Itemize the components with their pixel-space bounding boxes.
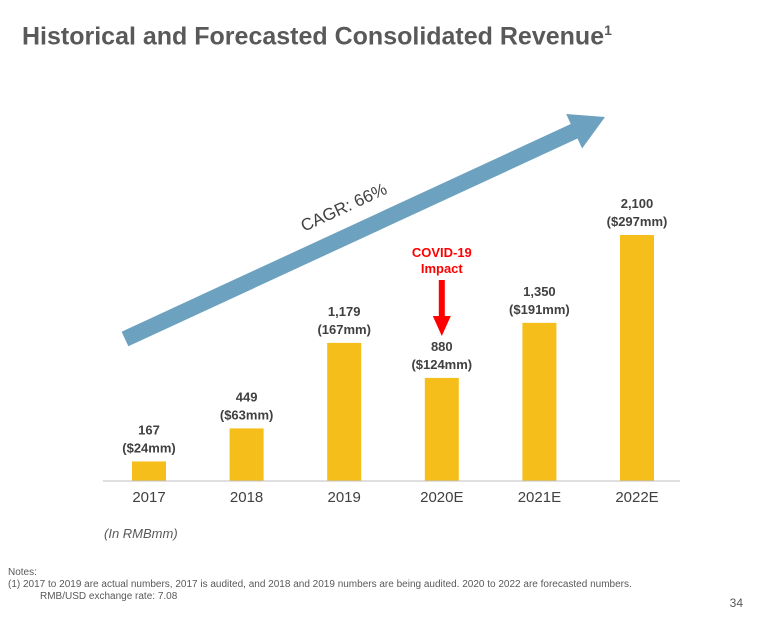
data-label-rmb: 167 (138, 422, 160, 437)
data-label-usd: ($63mm) (220, 407, 273, 422)
data-label-usd: ($124mm) (411, 357, 472, 372)
notes-heading: Notes: (8, 567, 37, 578)
bar-2020E (424, 377, 459, 481)
note-1-line-2: RMB/USD exchange rate: 7.08 (40, 591, 178, 602)
x-tick-label: 2020E (420, 489, 463, 506)
data-label-rmb: 880 (431, 339, 453, 354)
data-label-usd: ($297mm) (607, 214, 668, 229)
note-1-line-1: (1) 2017 to 2019 are actual numbers, 201… (8, 579, 632, 590)
bar-2022E (620, 235, 654, 481)
annotation-line-2: Impact (421, 261, 464, 276)
data-label-usd: ($191mm) (509, 302, 570, 317)
data-label-rmb: 1,179 (328, 304, 361, 319)
bar-2021E (522, 322, 557, 481)
data-label-usd: ($24mm) (122, 440, 175, 455)
annotation-line-1: COVID-19 (412, 245, 472, 260)
arrow-shape (121, 114, 605, 347)
annotation-arrow-shaft (438, 280, 445, 316)
x-tick-label: 2019 (328, 489, 361, 506)
page-title: Historical and Forecasted Consolidated R… (22, 22, 612, 51)
annotation-arrow-head (432, 316, 451, 336)
unit-label: (In RMBmm) (104, 526, 178, 541)
x-tick-label: 2021E (518, 489, 561, 506)
x-tick-label: 2018 (230, 489, 263, 506)
bar-2019 (327, 342, 362, 481)
bar-2018 (229, 428, 264, 481)
x-tick-label: 2022E (615, 489, 658, 506)
x-tick-label: 2017 (132, 489, 165, 506)
page-number: 34 (729, 596, 743, 610)
title-footnote-marker: 1 (604, 22, 612, 38)
data-label-rmb: 1,350 (523, 284, 556, 299)
data-label-usd: (167mm) (317, 322, 370, 337)
data-label-rmb: 2,100 (621, 196, 654, 211)
notes: Notes: (1) 2017 to 2019 are actual numbe… (8, 567, 632, 603)
bar-2017 (132, 461, 166, 481)
data-label-rmb: 449 (236, 389, 258, 404)
